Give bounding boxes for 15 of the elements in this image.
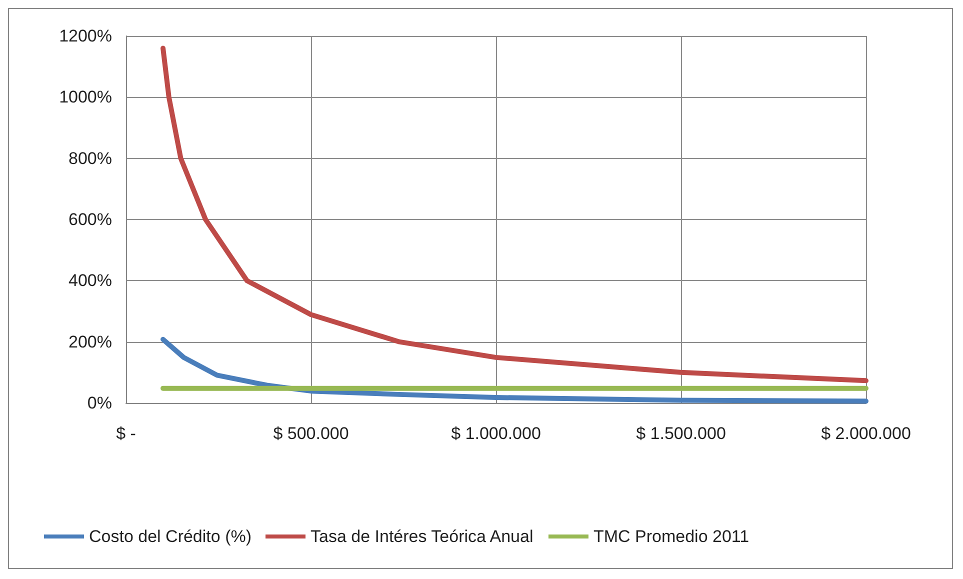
x-tick-label: $ 1.000.000	[451, 424, 541, 443]
legend-label: TMC Promedio 2011	[593, 527, 750, 546]
x-tick-label: $ 1.500.000	[636, 424, 726, 443]
x-tick-label: $ 2.000.000	[821, 424, 911, 443]
y-tick-label: 0%	[87, 394, 112, 412]
y-tick-label: 800%	[68, 148, 112, 168]
y-tick-label: 600%	[68, 210, 112, 229]
legend-label: Tasa de Intéres Teórica Anual	[310, 527, 534, 546]
x-tick-label: $ 500.000	[273, 424, 349, 443]
y-tick-label: 1200%	[59, 26, 112, 46]
y-tick-label: 200%	[68, 332, 112, 352]
legend-label: Costo del Crédito (%)	[89, 527, 252, 546]
x-tick-label: $ -	[116, 424, 136, 443]
y-tick-label: 400%	[68, 271, 112, 290]
y-tick-label: 1000%	[59, 88, 112, 107]
